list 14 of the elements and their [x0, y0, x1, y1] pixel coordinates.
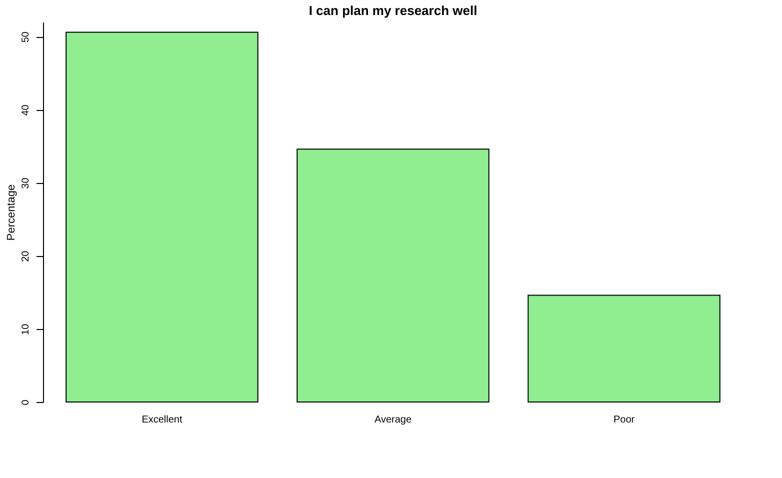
chart-title: I can plan my research well [308, 3, 478, 18]
bar [528, 294, 720, 402]
y-tick-label: 0 [20, 399, 32, 406]
x-tick-label: Poor [613, 414, 636, 426]
y-tick-label: 10 [20, 323, 32, 335]
y-axis-title: Percentage [6, 184, 18, 241]
bar [66, 32, 258, 402]
x-tick-label: Excellent [142, 414, 182, 426]
x-tick-label: Average [374, 414, 412, 426]
y-tick-label: 30 [20, 177, 32, 189]
y-tick-label: 40 [20, 104, 32, 116]
bar [296, 148, 490, 402]
y-tick-label: 20 [20, 250, 32, 262]
y-tick-label: 50 [20, 31, 32, 43]
